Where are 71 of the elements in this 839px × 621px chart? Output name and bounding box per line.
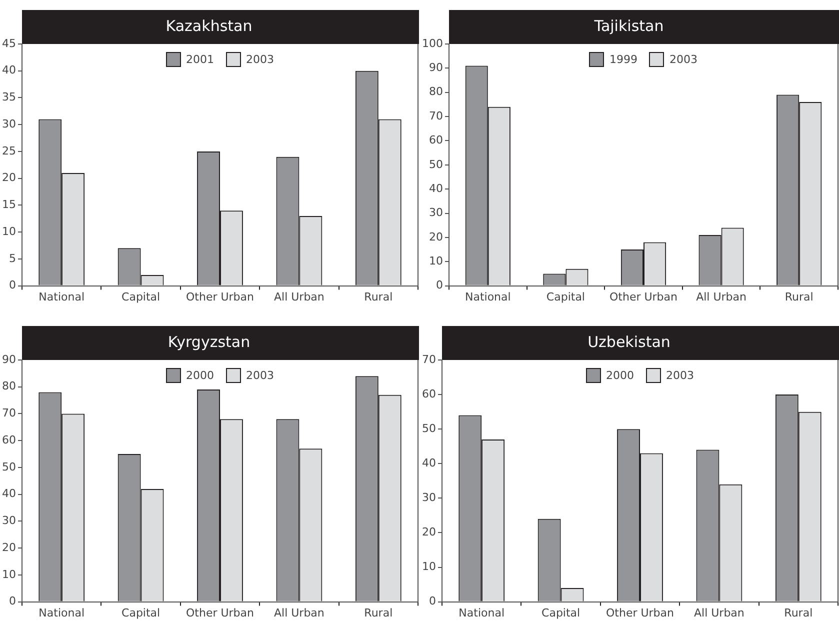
y-tick-label: 10 — [422, 560, 436, 574]
x-tick-label: National — [464, 290, 511, 304]
x-tick-label: Capital — [542, 606, 580, 620]
x-tick-label: Other Urban — [186, 290, 254, 304]
x-tick-label: Capital — [122, 290, 160, 304]
y-tick-label: 35 — [2, 90, 16, 104]
y-tick-label: 30 — [2, 117, 16, 130]
chart-title: Tajikistan — [593, 16, 664, 35]
x-tick-label: Other Urban — [610, 290, 678, 304]
y-tick-label: 45 — [2, 36, 16, 50]
x-tick-label: All Urban — [696, 290, 747, 304]
chart-title: Kyrgyzstan — [168, 332, 250, 351]
x-tick-label: All Urban — [694, 606, 744, 620]
y-tick-label: 80 — [428, 85, 443, 98]
y-tick-label: 60 — [428, 134, 443, 147]
y-tick-label: 90 — [428, 61, 443, 74]
x-tick-label: Rural — [784, 290, 814, 304]
y-tick-label: 20 — [422, 526, 436, 539]
x-tick-label: Other Urban — [186, 606, 254, 620]
y-tick-label: 40 — [2, 487, 16, 500]
y-tick-label: 40 — [422, 456, 436, 470]
y-tick-label: 10 — [2, 568, 16, 581]
y-tick-label: 70 — [422, 352, 436, 366]
legend-label: 2000 — [186, 369, 214, 382]
y-tick-label: 0 — [436, 278, 443, 292]
y-tick-label: 30 — [428, 206, 443, 220]
legend-label: 2003 — [669, 53, 698, 66]
y-tick-label: 30 — [2, 514, 16, 528]
y-tick-label: 70 — [428, 109, 443, 122]
y-tick-label: 70 — [2, 406, 16, 420]
x-tick-label: National — [38, 606, 85, 620]
legend-label: 1999 — [609, 53, 638, 66]
y-tick-label: 100 — [422, 36, 443, 50]
legend-label: 2003 — [246, 53, 274, 66]
y-tick-label: 40 — [428, 182, 443, 195]
y-tick-label: 15 — [2, 198, 16, 212]
x-tick-label: Other Urban — [606, 606, 674, 620]
legend-label: 2001 — [186, 53, 214, 66]
y-tick-label: 60 — [422, 387, 436, 400]
y-tick-label: 50 — [2, 460, 16, 474]
x-tick-label: Rural — [784, 606, 813, 620]
y-tick-label: 10 — [428, 254, 443, 268]
x-tick-label: All Urban — [274, 290, 324, 304]
x-tick-label: Capital — [546, 290, 585, 304]
chart-title: Uzbekistan — [588, 332, 670, 351]
y-tick-label: 20 — [2, 171, 16, 184]
y-tick-label: 90 — [2, 352, 16, 366]
y-tick-label: 0 — [8, 278, 16, 292]
y-tick-label: 20 — [2, 540, 16, 554]
y-tick-label: 30 — [422, 491, 436, 504]
x-tick-label: National — [38, 290, 85, 304]
y-tick-label: 20 — [428, 230, 443, 244]
x-tick-label: Rural — [364, 606, 393, 620]
x-tick-label: National — [458, 606, 505, 620]
y-tick-label: 0 — [8, 594, 16, 608]
y-tick-label: 25 — [2, 144, 16, 158]
y-tick-label: 60 — [2, 433, 16, 446]
y-tick-label: 10 — [2, 224, 16, 238]
chart-title: Kazakhstan — [166, 16, 252, 35]
y-tick-label: 50 — [428, 158, 443, 171]
y-tick-label: 50 — [422, 422, 436, 435]
x-tick-label: Capital — [122, 606, 160, 620]
x-tick-label: Rural — [364, 290, 393, 304]
y-tick-label: 80 — [2, 380, 16, 393]
y-tick-label: 40 — [2, 64, 16, 77]
legend-label: 2003 — [666, 369, 694, 382]
legend-label: 2000 — [606, 369, 634, 382]
y-tick-label: 0 — [428, 594, 436, 608]
y-tick-label: 5 — [8, 252, 16, 265]
x-tick-label: All Urban — [274, 606, 324, 620]
legend-label: 2003 — [246, 369, 274, 382]
